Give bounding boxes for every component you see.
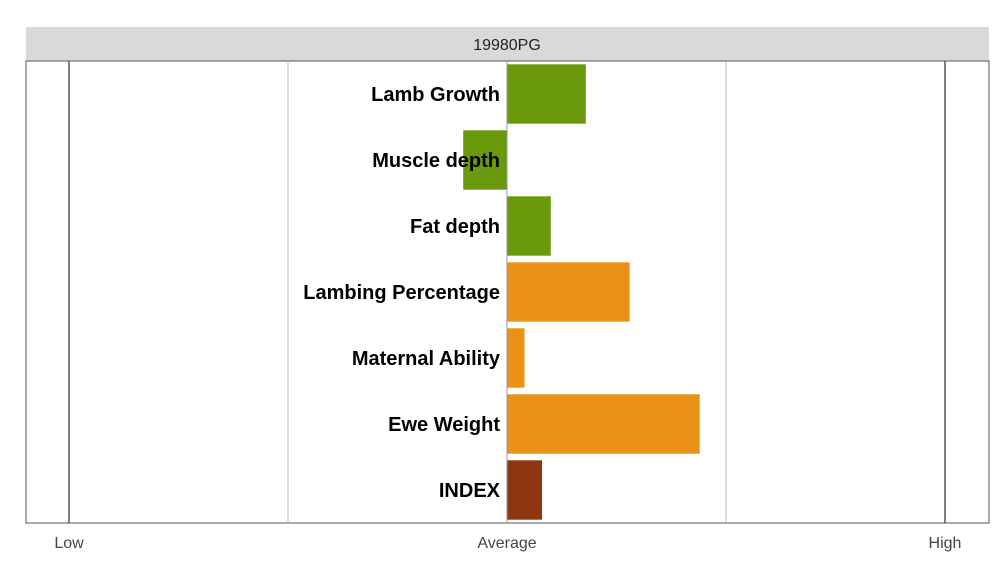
category-label: Ewe Weight [388, 414, 500, 436]
category-labels: Lamb Growth Muscle depth Fat depth Lambing … [303, 84, 501, 502]
category-label: Maternal Ability [352, 348, 501, 370]
category-label: Fat depth [410, 216, 500, 238]
bar [507, 394, 700, 454]
strip-background [26, 27, 989, 61]
category-label: Muscle depth [372, 150, 500, 172]
bar [507, 460, 543, 520]
x-tick-label: Average [477, 535, 536, 552]
category-label: INDEX [439, 480, 501, 502]
x-tick-label: Low [54, 535, 84, 552]
bar [507, 328, 525, 388]
bar [507, 64, 586, 124]
x-tick-label: High [929, 535, 962, 552]
category-label: Lambing Percentage [303, 282, 500, 304]
bar [463, 130, 507, 190]
x-tick-labels: Low Average High [54, 535, 961, 552]
bar [507, 196, 551, 256]
chart-title: 19980PG [473, 37, 541, 54]
category-label: Lamb Growth [371, 84, 500, 106]
bars [463, 61, 700, 523]
bar [507, 262, 630, 322]
